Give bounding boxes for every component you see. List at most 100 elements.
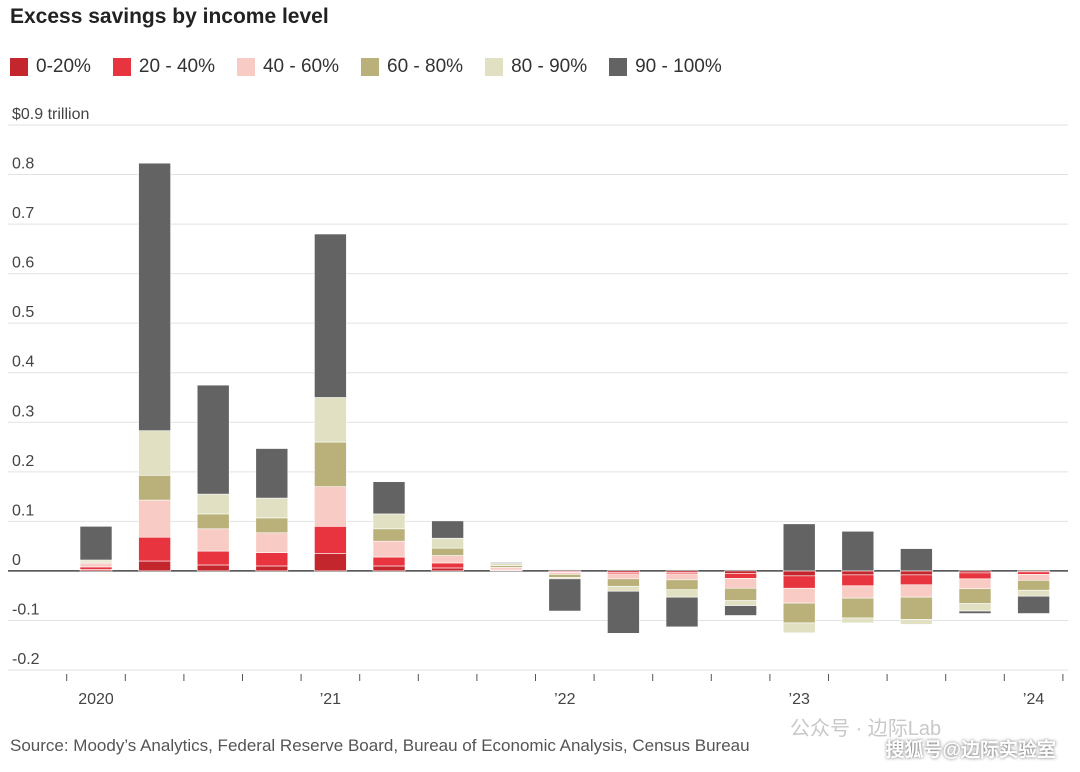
legend-item: 20 - 40% (112, 56, 215, 78)
bar-segment (314, 526, 347, 554)
bar-segment (138, 560, 171, 572)
bar-segment (900, 584, 933, 598)
bar-segment (782, 622, 816, 634)
bar-segment (138, 430, 171, 476)
bar-segment (782, 523, 816, 572)
bar-segment (607, 578, 640, 587)
wechat-watermark: 公众号 · 边际Lab (790, 718, 942, 740)
bar-segment (196, 384, 230, 495)
bar-segment (138, 499, 171, 538)
legend-swatch (485, 58, 504, 76)
bar-segment (372, 481, 406, 515)
bar-segment (607, 585, 640, 592)
legend-item: 80 - 90% (485, 56, 587, 78)
legend-label: 0-20% (36, 56, 91, 77)
bar-segment (431, 567, 464, 572)
bar-segment (314, 486, 347, 527)
y-tick-label: 0.4 (12, 354, 34, 371)
bar-segment (1017, 589, 1050, 597)
bar-segment (255, 552, 289, 567)
bar-segment (900, 574, 933, 586)
bar-segment (314, 397, 347, 443)
bar-segment (841, 570, 875, 576)
bar-segment (841, 530, 875, 572)
bar-segment (372, 556, 406, 567)
bar-segment (196, 493, 230, 515)
bar-segment (548, 578, 582, 612)
chart-title: Excess savings by income level (10, 5, 329, 28)
bar-segment (782, 575, 816, 589)
bar-segment (79, 562, 113, 568)
y-tick-label: 0.7 (12, 205, 34, 222)
bar-segment (138, 474, 171, 501)
bar-segment (372, 528, 406, 542)
legend-label: 20 - 40% (138, 56, 215, 77)
legend-label: 60 - 80% (387, 56, 464, 77)
bar-segment (431, 547, 464, 556)
bar-segment (724, 600, 757, 606)
bar-segment (724, 573, 757, 579)
y-tick-label: 0.3 (12, 403, 34, 420)
bar-segment (1017, 595, 1050, 614)
bar-segment (372, 565, 406, 572)
legend-swatch (10, 58, 28, 76)
y-tick-label: -0.2 (12, 651, 40, 668)
bar-segment (372, 513, 406, 530)
bar-segment (255, 448, 289, 499)
sohu-watermark: 搜狐号@边际实验室 (885, 740, 1056, 761)
bar-segment (1017, 571, 1050, 575)
bar-segment (665, 596, 699, 628)
y-tick-label: $0.9 trillion (12, 106, 89, 123)
chart-area: $0.9 trillion 0.8 0.7 0.6 0.5 0.4 0.3 0.2 0.1 0 -0… (0, 100, 1080, 730)
legend-label: 80 - 90% (511, 56, 588, 77)
bar-segment (958, 610, 992, 614)
legend: 0-20% 20 - 40% 40 - 60% 60 - 80% 80 - 90% 90 … (10, 56, 744, 78)
legend-swatch (112, 58, 131, 76)
bar-segment (900, 596, 933, 620)
bar-segment (782, 587, 816, 604)
bar-segment (255, 532, 289, 553)
bar-segment (665, 589, 699, 598)
bar-segment (138, 162, 171, 431)
bar-segment (958, 572, 992, 580)
bar-segment (724, 587, 757, 601)
bar-segment (79, 526, 113, 561)
legend-item: 40 - 60% (236, 56, 340, 78)
bar-segment (255, 565, 289, 572)
bar-segment (314, 441, 347, 487)
source-note: Source: Moody’s Analytics, Federal Reser… (10, 736, 750, 755)
y-tick-label: 0.1 (12, 502, 34, 519)
bar-segment (372, 540, 406, 558)
legend-label: 90 - 100% (635, 56, 722, 77)
legend-label: 40 - 60% (262, 56, 340, 77)
bar-segment (196, 528, 230, 552)
bar-segment (314, 553, 347, 572)
x-tick-label: ’23 (789, 691, 810, 708)
bar-segment (665, 573, 699, 581)
bar-segment (782, 570, 816, 577)
legend-item: 0-20% (10, 56, 91, 78)
bar-segment (607, 590, 640, 634)
bar-segment (196, 550, 230, 566)
bar-segment (79, 566, 113, 570)
bar-segment (138, 536, 171, 562)
bar-segment (431, 562, 464, 569)
legend-item: 60 - 80% (361, 56, 463, 78)
bar-segment (724, 605, 757, 616)
bar-segment (314, 233, 347, 398)
bar-segment (431, 537, 464, 549)
bar-segment (431, 520, 464, 539)
y-tick-label: 0 (12, 552, 21, 569)
bar-segment (196, 564, 230, 572)
bar-segment (724, 570, 757, 574)
bar-segment (841, 574, 875, 587)
y-tick-label: 0.2 (12, 453, 34, 470)
bar-segment (1017, 580, 1050, 591)
bar-segment (841, 617, 875, 624)
bar-segment (665, 579, 699, 591)
bar-segment (782, 602, 816, 624)
bar-segment (431, 555, 464, 564)
bar-segment (841, 585, 875, 599)
bar-segment (255, 517, 289, 534)
x-tick-label: 2020 (78, 691, 114, 708)
